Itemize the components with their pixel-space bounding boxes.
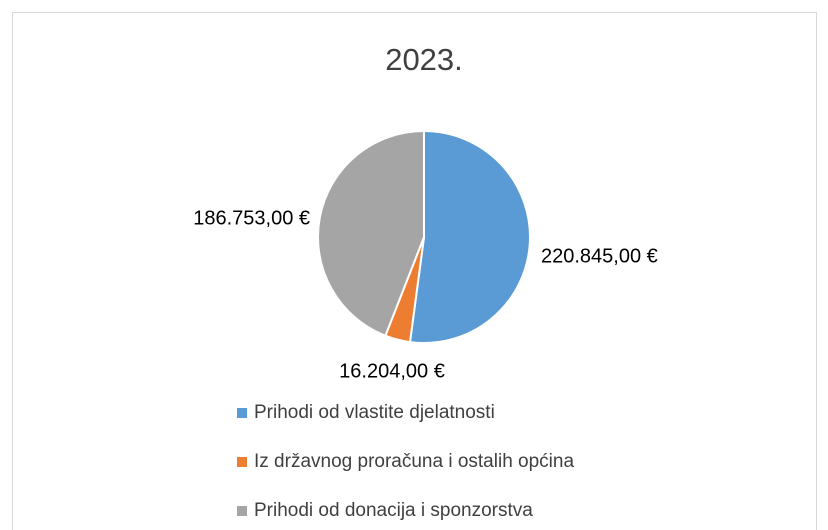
legend-label: Iz državnog proračuna i ostalih općina: [254, 451, 574, 472]
chart-title: 2023.: [385, 42, 463, 77]
data-label: 186.753,00 €: [193, 207, 310, 229]
data-label: 16.204,00 €: [339, 360, 445, 382]
legend-swatch: [237, 506, 247, 516]
legend-label: Prihodi od donacija i sponzorstva: [254, 500, 533, 521]
pie-slice: [317, 129, 425, 338]
legend-swatch: [237, 408, 247, 418]
data-label: 220.845,00 €: [541, 245, 658, 267]
legend-label: Prihodi od vlastite djelatnosti: [254, 402, 495, 423]
pie-slice: [408, 129, 531, 344]
legend-swatch: [237, 457, 247, 467]
